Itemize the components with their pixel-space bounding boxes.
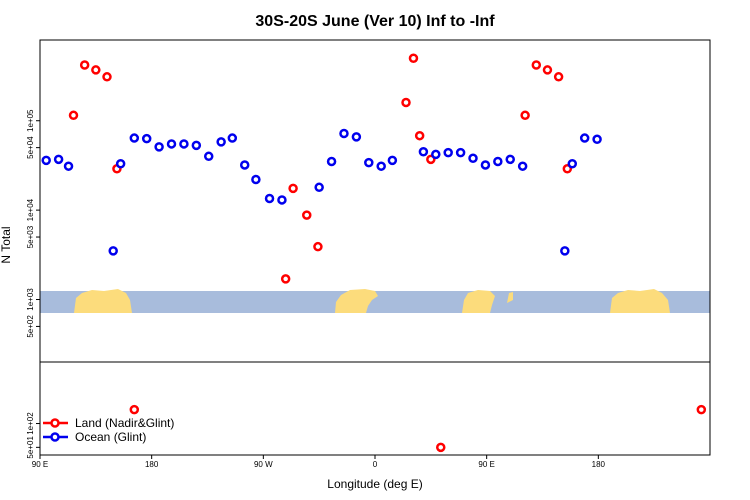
point-ocean (493, 156, 503, 167)
legend-item-land: Land (Nadir&Glint) (43, 416, 174, 430)
land-blob-south-america (335, 289, 378, 313)
point-ocean (468, 153, 478, 164)
point-ocean (431, 149, 441, 160)
point-ocean (251, 174, 261, 185)
point-land (91, 65, 101, 75)
legend: Land (Nadir&Glint) Ocean (Glint) (43, 416, 174, 444)
point-ocean (191, 140, 202, 151)
axis-ticks: 90 E 180 90 W 0 90 E 180 5e+02 1e+03 5e+03 1e+04 5… (26, 109, 606, 469)
point-land (531, 60, 542, 70)
y-tick-label-upper: 5e+04 (26, 136, 35, 159)
point-land (520, 110, 530, 121)
point-ocean (579, 133, 590, 143)
point-land-lower (129, 404, 140, 415)
x-tick-label: 90 W (254, 460, 273, 469)
point-ocean (326, 156, 337, 167)
point-ocean (179, 139, 189, 149)
point-ocean (480, 160, 491, 170)
point-land (79, 60, 90, 70)
land-blob-africa (462, 290, 495, 313)
plot-frames (39, 39, 711, 456)
point-ocean (351, 132, 362, 142)
x-axis-label: Longitude (deg E) (327, 477, 422, 491)
y-tick-label-upper: 1e+03 (26, 288, 35, 311)
point-ocean (505, 154, 515, 165)
point-ocean (567, 159, 578, 169)
point-land (302, 210, 312, 220)
point-ocean (141, 133, 152, 144)
point-ocean (517, 161, 528, 171)
point-ocean (376, 161, 386, 171)
point-ocean (154, 142, 164, 152)
y-tick-label-upper: 1e+05 (26, 109, 35, 132)
legend-label-land: Land (Nadir&Glint) (75, 416, 174, 430)
point-ocean (166, 139, 177, 149)
point-land (414, 130, 425, 141)
ocean-band (40, 291, 710, 313)
point-ocean (264, 193, 275, 204)
legend-marker-ocean (50, 432, 60, 442)
point-land (408, 53, 419, 63)
point-ocean (227, 133, 238, 143)
land-blob-australia-repeat (610, 289, 670, 313)
point-ocean (418, 146, 429, 157)
point-ocean (203, 151, 214, 162)
chart-title: 30S-20S June (Ver 10) Inf to -Inf (255, 13, 495, 30)
point-ocean (129, 133, 140, 143)
y-tick-label-upper: 5e+03 (26, 225, 35, 248)
point-land (288, 183, 298, 194)
y-axis-label: N Total (0, 226, 13, 263)
legend-marker-land (50, 418, 60, 428)
point-land (280, 274, 291, 284)
y-tick-label-lower: 5e+01 (26, 436, 35, 459)
point-land-lower (696, 404, 707, 415)
x-tick-label: 90 E (32, 460, 48, 469)
point-ocean (455, 147, 466, 158)
point-land (553, 72, 564, 82)
point-land (102, 72, 112, 82)
point-ocean (443, 147, 453, 158)
point-land-lower (436, 442, 446, 453)
y-tick-label-upper: 1e+04 (26, 198, 35, 221)
point-ocean (53, 154, 64, 165)
point-ocean (364, 157, 374, 168)
x-tick-label: 0 (373, 460, 378, 469)
x-tick-label: 90 E (478, 460, 494, 469)
point-ocean (63, 161, 74, 171)
point-land (313, 241, 323, 252)
legend-item-ocean: Ocean (Glint) (43, 430, 146, 444)
point-ocean (239, 160, 250, 170)
point-ocean (216, 137, 226, 147)
land-blob-madagascar (507, 292, 513, 303)
point-land (401, 97, 411, 108)
point-ocean (387, 155, 398, 166)
point-land (542, 65, 553, 75)
point-ocean (108, 246, 118, 256)
point-ocean (277, 195, 287, 205)
legend-label-ocean: Ocean (Glint) (75, 430, 146, 444)
point-ocean (115, 159, 126, 169)
x-tick-label: 180 (592, 460, 606, 469)
x-tick-label: 180 (145, 460, 159, 469)
point-ocean (41, 155, 51, 166)
y-tick-label-lower: 1e+02 (26, 412, 35, 435)
point-land (68, 110, 79, 121)
land-blob-australia (74, 289, 132, 313)
point-ocean (339, 128, 349, 139)
point-ocean (314, 182, 324, 193)
data-points (41, 53, 707, 453)
y-tick-label-upper: 5e+02 (26, 315, 35, 338)
land-ocean-mask-band (40, 289, 710, 313)
point-ocean (560, 246, 570, 256)
point-ocean (592, 134, 602, 145)
upper-panel-frame (39, 39, 711, 363)
